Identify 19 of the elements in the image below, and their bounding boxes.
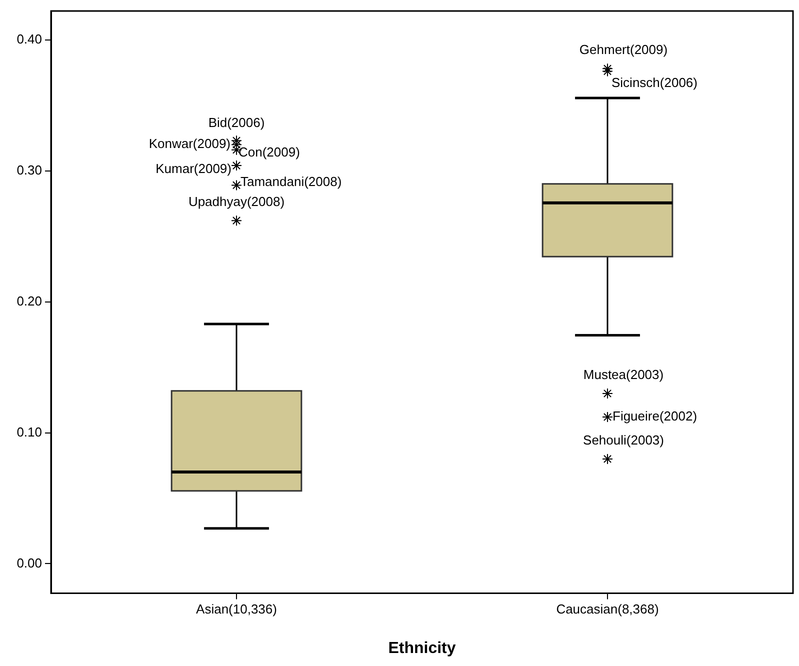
annotation: Konwar(2009)	[148, 136, 230, 152]
annotation: Sehouli(2003)	[583, 432, 664, 448]
annotation: Mustea(2003)	[583, 367, 664, 382]
y-tick-label: 0.30	[16, 162, 42, 178]
y-tick-label: 0.10	[16, 424, 42, 440]
annotation: Figueire(2002)	[612, 408, 698, 424]
annotation: Con(2009)	[238, 144, 300, 160]
annotation: Sicinsch(2006)	[612, 74, 698, 90]
annotation: Kumar(2009)	[156, 161, 232, 176]
annotation: Gehmert(2009)	[579, 42, 668, 58]
annotation: Bid(2006)	[208, 115, 265, 130]
x-tick-label: Asian(10,336)	[196, 602, 277, 617]
y-tick-label: 0.00	[16, 555, 42, 570]
annotation: Upadhyay(2008)	[188, 194, 285, 210]
x-axis-title: Ethnicity	[388, 640, 456, 657]
x-tick-label: Caucasian(8,368)	[556, 602, 659, 617]
annotation: Tamandani(2008)	[240, 174, 342, 189]
y-tick-label: 0.40	[16, 31, 42, 46]
y-tick-label: 0.20	[16, 293, 42, 308]
